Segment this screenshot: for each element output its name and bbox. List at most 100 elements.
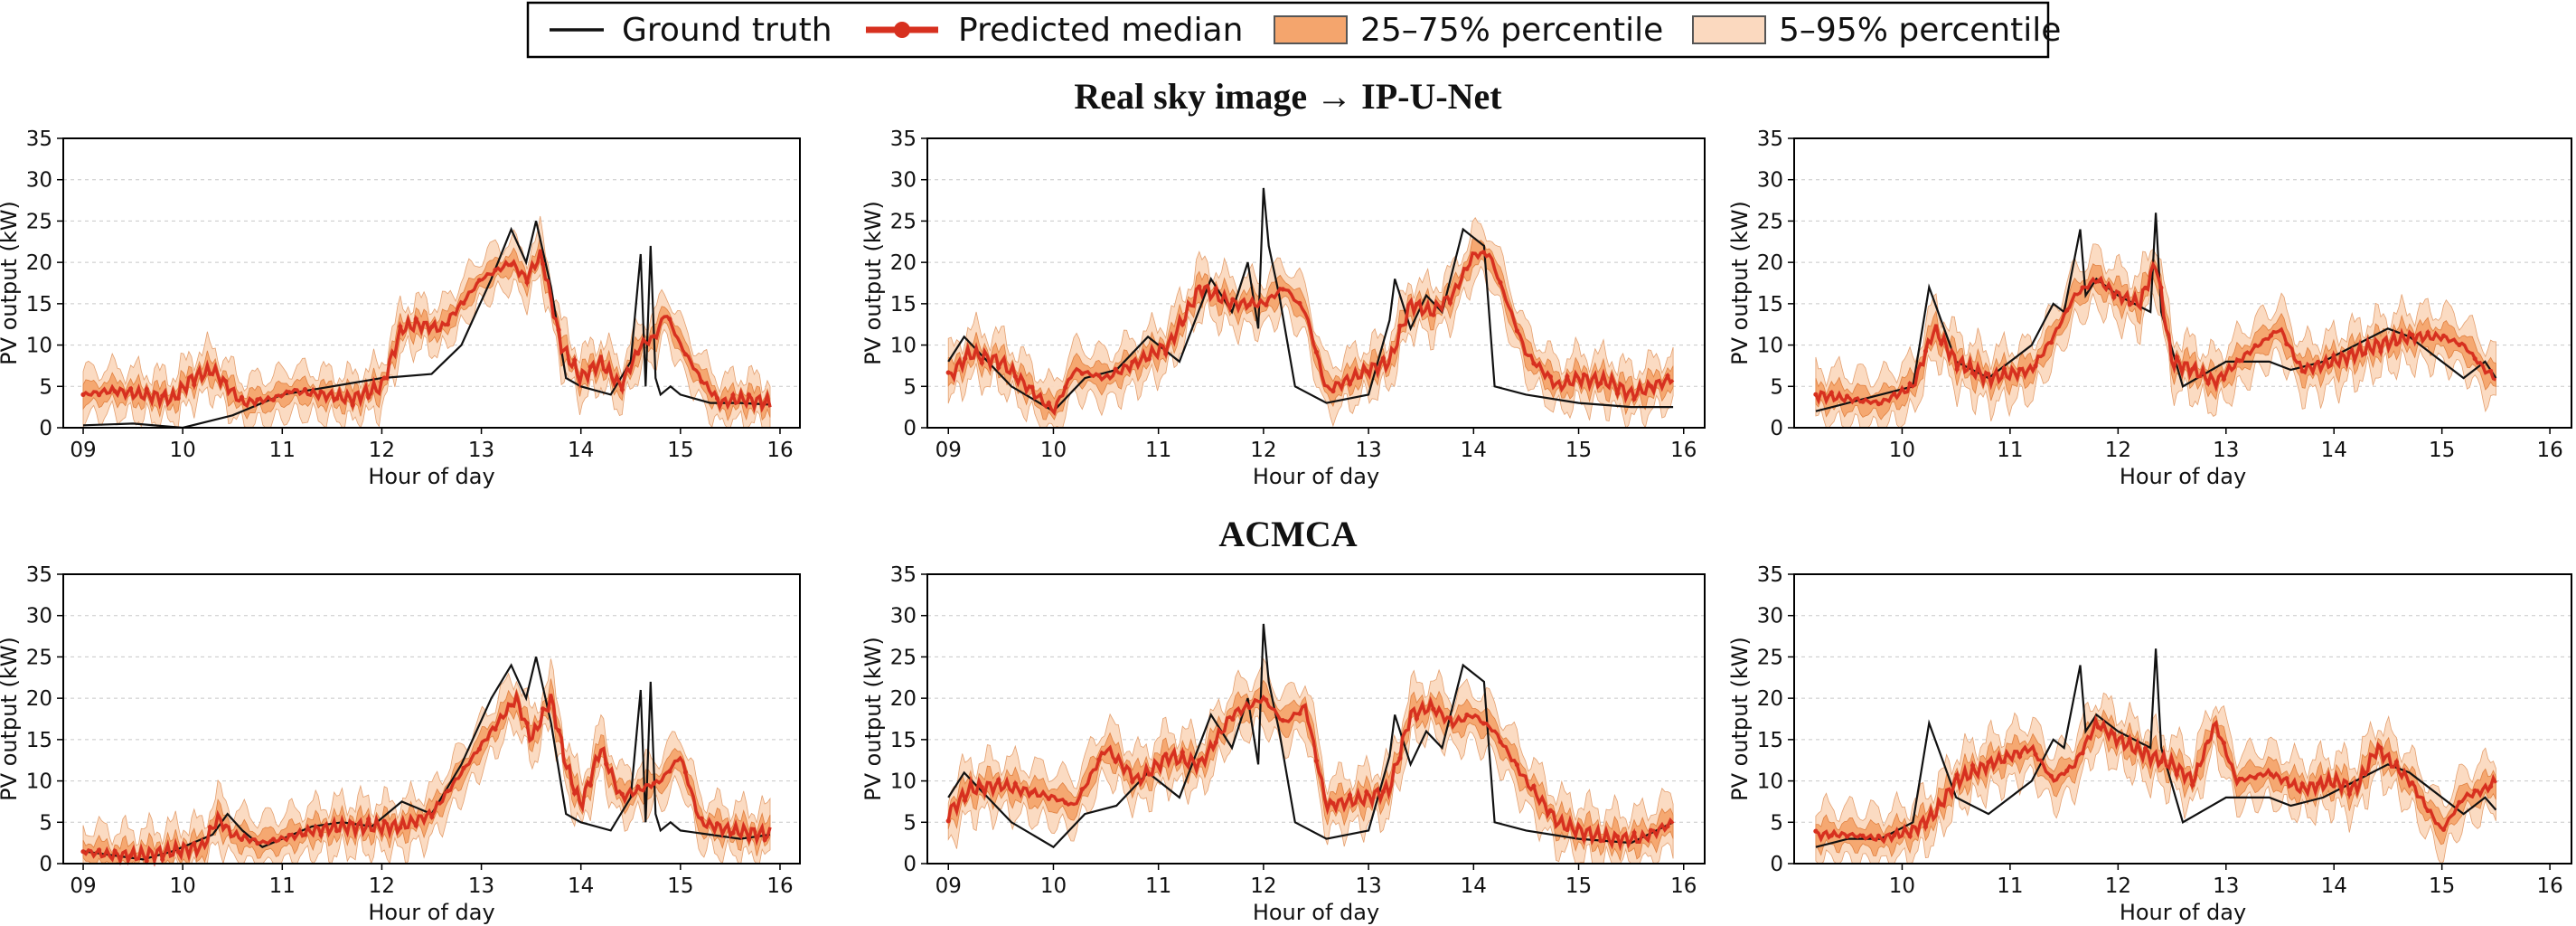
median-point <box>1113 366 1118 372</box>
median-point <box>996 364 1001 370</box>
median-point <box>1939 341 1944 346</box>
median-point <box>1954 772 1960 778</box>
x-tick-label: 15 <box>667 874 693 898</box>
x-tick-label: 09 <box>935 439 962 462</box>
x-tick-label: 14 <box>2321 874 2347 898</box>
y-axis-label: PV output (kW) <box>1727 637 1753 801</box>
median-point <box>2174 354 2179 360</box>
row-title-bottom: ACMCA <box>1218 514 1357 554</box>
median-point <box>80 849 86 855</box>
median-point <box>1380 789 1386 795</box>
x-tick-label: 10 <box>1889 874 1915 898</box>
median-point <box>2080 285 2085 290</box>
y-tick-label: 25 <box>1757 646 1783 669</box>
median-line <box>81 689 772 867</box>
panel-4: 0 5 10 15 20 25 30 35 09 10 11 12 13 14 15 16 Hour of da… <box>0 563 801 925</box>
median-point <box>1414 301 1419 307</box>
median-point <box>97 847 102 853</box>
median-point <box>1163 751 1169 757</box>
y-tick-label: 15 <box>26 293 52 317</box>
band-25-75 <box>82 678 771 865</box>
median-point <box>747 392 752 398</box>
median-point <box>1246 302 1252 307</box>
median-point <box>1498 279 1503 286</box>
median-point <box>112 848 118 854</box>
median-point <box>2143 746 2148 751</box>
median-point <box>2252 775 2258 780</box>
x-tick-label: 14 <box>1461 874 1487 898</box>
median-point <box>1096 757 1102 762</box>
median-point <box>2440 333 2447 338</box>
median-point <box>1614 391 1621 396</box>
median-point <box>1614 834 1621 839</box>
median-point <box>730 830 736 836</box>
y-tick-label: 35 <box>890 128 917 151</box>
median-point <box>762 837 767 843</box>
median-point <box>651 334 657 339</box>
median-point <box>1892 391 1897 397</box>
y-tick-label: 30 <box>1757 605 1783 628</box>
median-point <box>1481 250 1486 255</box>
x-tick-label: 09 <box>70 874 96 898</box>
median-point <box>1431 312 1436 317</box>
median-point <box>2378 348 2383 354</box>
median-point <box>2393 760 2399 765</box>
legend-ground-truth-label: Ground truth <box>622 12 832 49</box>
median-point <box>476 746 483 751</box>
median-point <box>2268 771 2274 777</box>
median-point <box>1297 711 1302 716</box>
median-point <box>2190 782 2195 788</box>
y-tick-label: 5 <box>39 375 52 399</box>
median-point <box>2299 781 2305 787</box>
median-point <box>1213 740 1218 745</box>
median-point <box>1330 388 1336 394</box>
median-point <box>604 369 609 374</box>
median-point <box>1481 721 1486 726</box>
ground-truth-line <box>947 187 1674 413</box>
median-line <box>1814 260 2497 406</box>
median-point <box>2363 771 2368 777</box>
y-tick-label: 20 <box>1757 251 1783 275</box>
y-axis-label: PV output (kW) <box>0 637 22 801</box>
y-tick-label: 0 <box>39 853 52 876</box>
median-point <box>2316 359 2321 364</box>
median-point <box>1397 755 1403 761</box>
median-point <box>1264 697 1269 703</box>
y-tick-label: 20 <box>890 251 917 275</box>
median-point <box>334 828 340 834</box>
median-point <box>1876 402 1881 407</box>
median-point <box>1029 789 1035 795</box>
y-tick-label: 10 <box>1757 335 1783 358</box>
median-point <box>2472 356 2477 362</box>
median-point <box>128 386 134 392</box>
x-tick-label: 16 <box>2536 439 2562 462</box>
median-point <box>2252 343 2258 348</box>
legend-iqr-label: 25–75% percentile <box>1360 12 1663 49</box>
axes-frame <box>1793 573 2572 865</box>
y-tick-label: 10 <box>26 335 52 358</box>
median-point <box>239 836 244 843</box>
median-point <box>1397 323 1403 328</box>
y-tick-label: 30 <box>890 169 917 193</box>
median-point <box>112 389 118 394</box>
median-point <box>1197 284 1202 289</box>
median-point <box>1347 382 1352 387</box>
median-point <box>1648 383 1654 389</box>
median-point <box>541 261 546 267</box>
median-point <box>714 395 720 401</box>
y-tick-label: 15 <box>890 729 917 752</box>
median-point <box>2001 759 2007 764</box>
x-tick-label: 12 <box>2105 874 2131 898</box>
median-point <box>1130 359 1135 364</box>
median-point <box>2064 768 2070 774</box>
median-point <box>1079 787 1085 792</box>
x-tick-label: 11 <box>269 874 296 898</box>
x-tick-label: 14 <box>568 439 594 462</box>
median-point <box>318 389 324 394</box>
median-point <box>1063 384 1068 390</box>
y-tick-label: 5 <box>903 811 917 835</box>
median-point <box>1146 771 1152 777</box>
y-tick-label: 15 <box>1757 729 1783 752</box>
legend-p90-swatch <box>1692 15 1766 44</box>
y-tick-label: 25 <box>26 210 52 233</box>
